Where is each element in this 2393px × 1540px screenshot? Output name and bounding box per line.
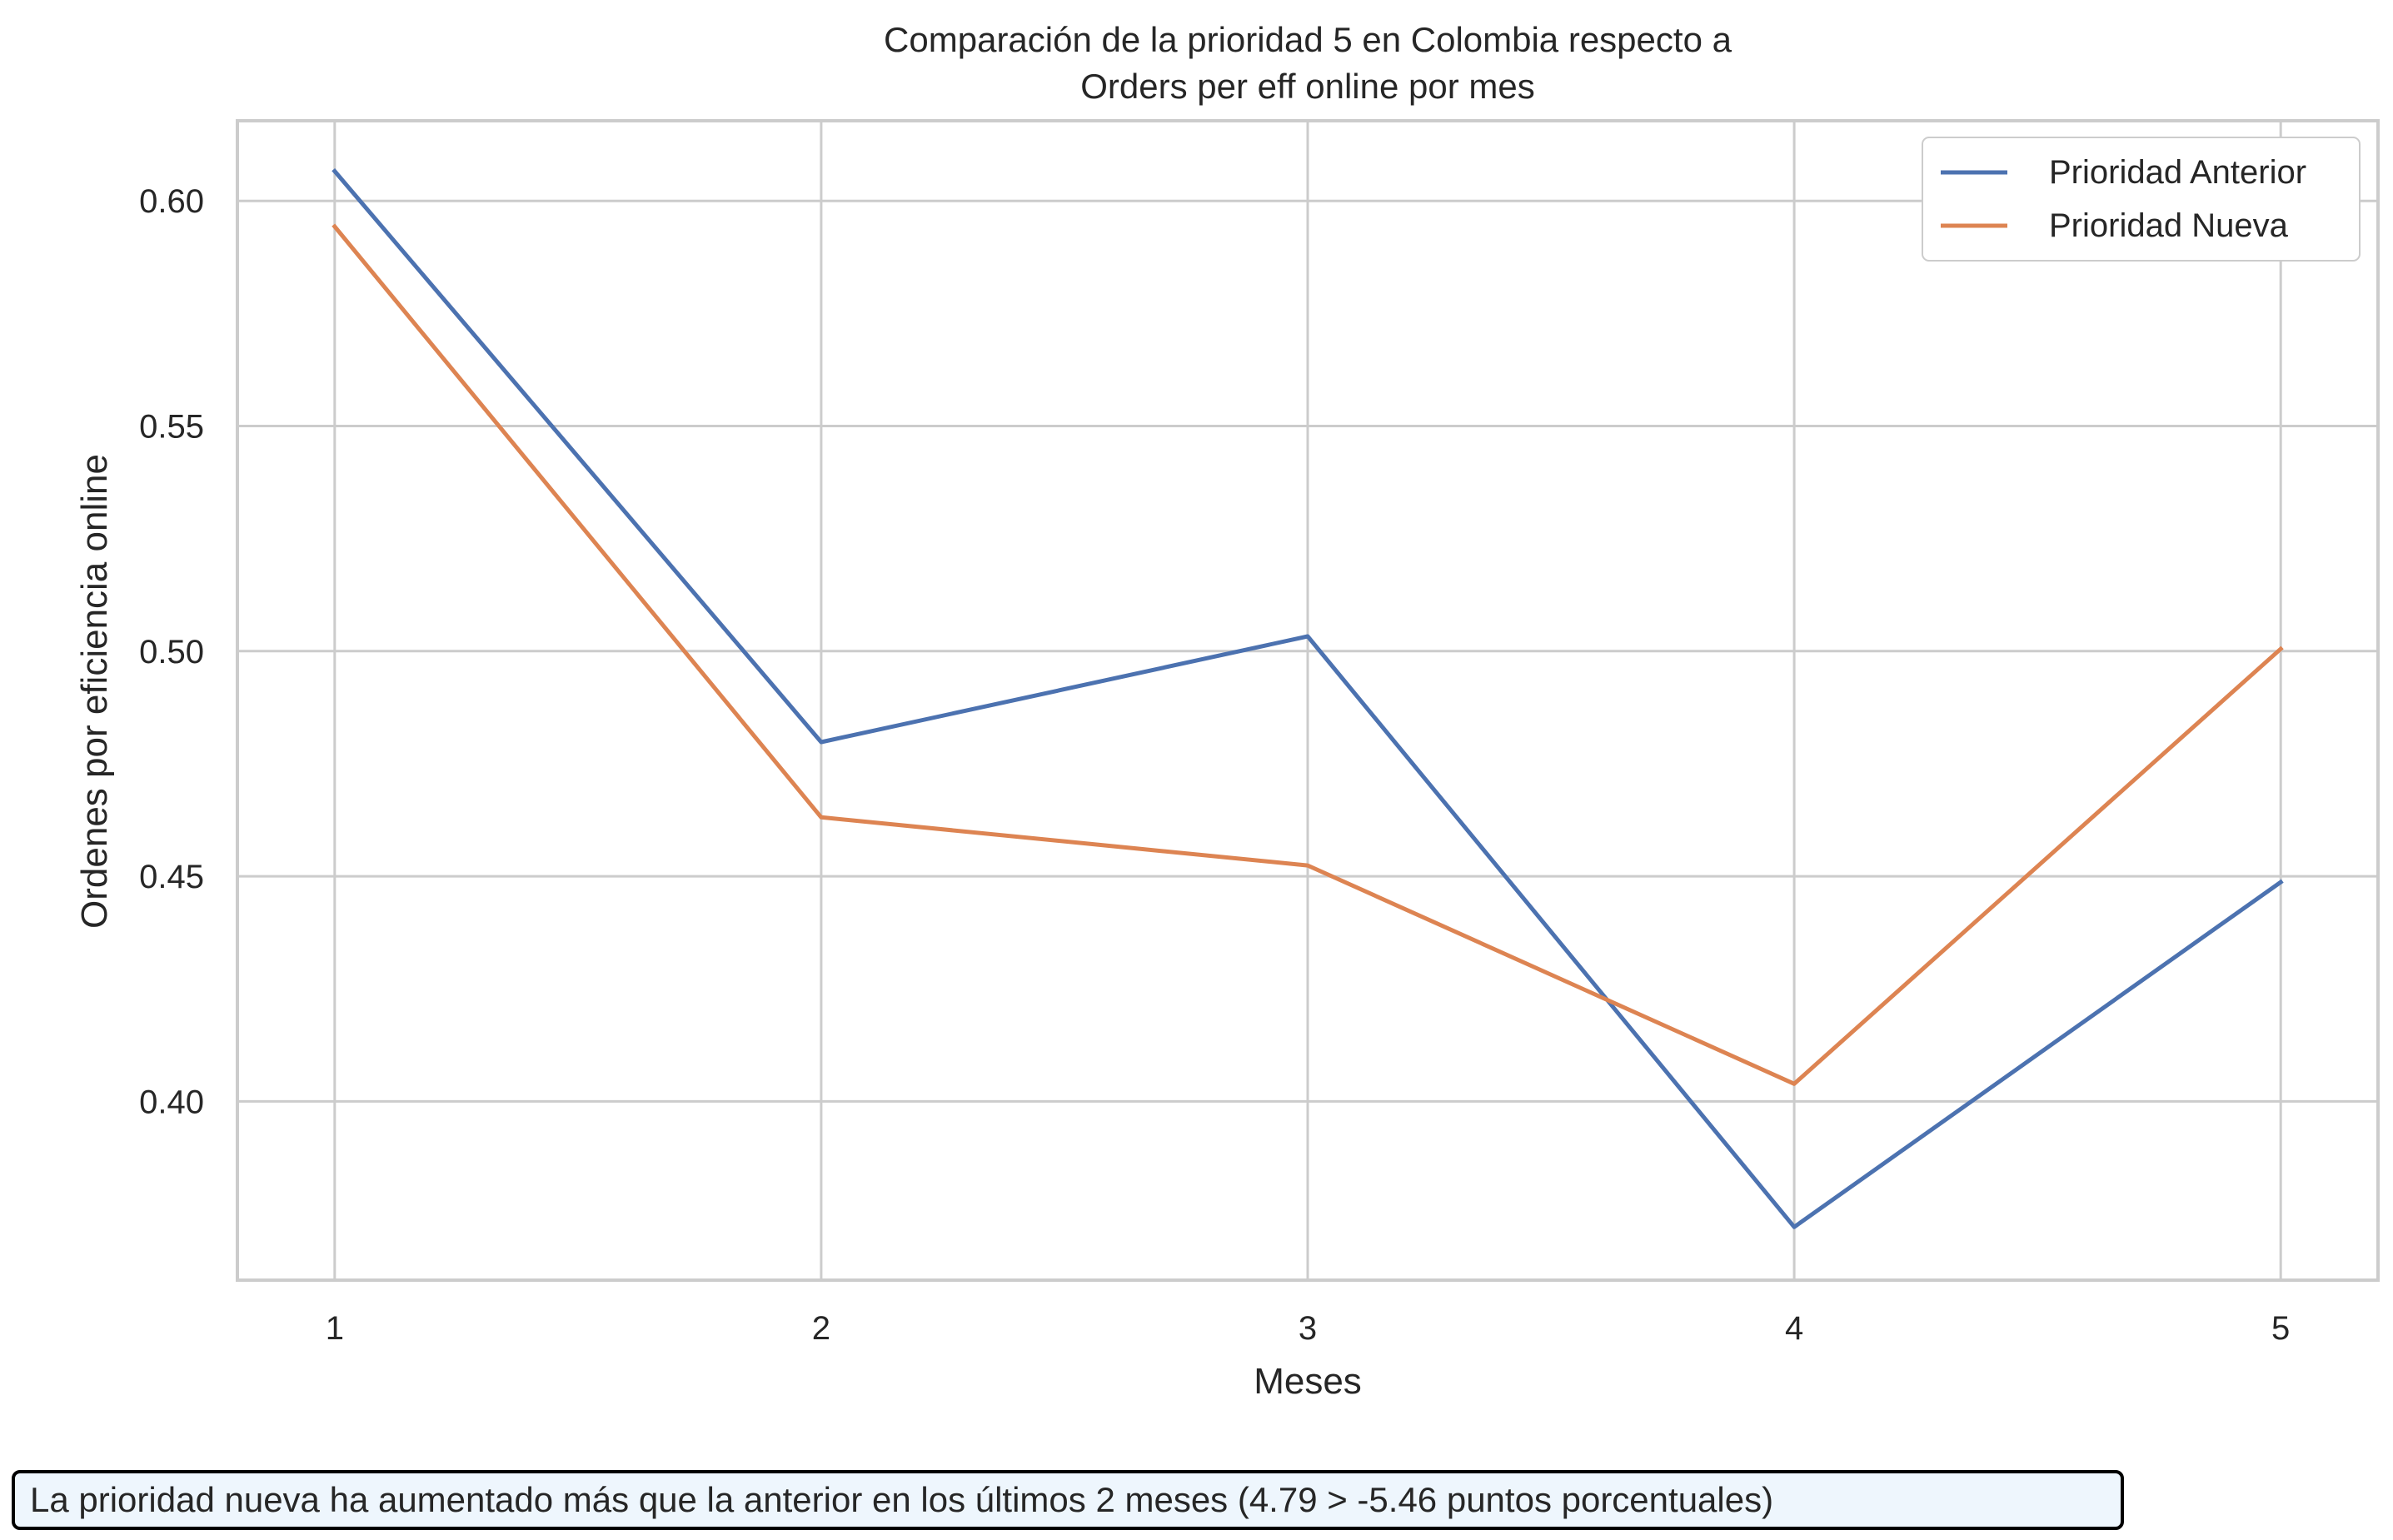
summary-annotation: La prioridad nueva ha aumentado más que … bbox=[12, 1470, 2124, 1530]
y-tick-label-2: 0.45 bbox=[139, 859, 204, 895]
plot-border bbox=[236, 119, 2380, 1282]
x-tick-label-2: 2 bbox=[812, 1310, 830, 1347]
x-axis-label: Meses bbox=[1254, 1361, 1362, 1402]
chart-title-line-1: Comparación de la prioridad 5 en Colombi… bbox=[884, 20, 1732, 59]
series-line-anterior bbox=[332, 167, 2284, 1229]
y-tick-label-4: 0.55 bbox=[139, 409, 204, 446]
x-tick-label-3: 3 bbox=[1299, 1310, 1317, 1347]
plot-frame bbox=[236, 119, 2380, 1282]
grid-lines bbox=[237, 121, 2378, 1280]
series-lines bbox=[332, 167, 2284, 1229]
x-tick-label-5: 5 bbox=[2271, 1310, 2290, 1347]
y-axis-label: Ordenes por eficiencia online bbox=[74, 454, 115, 929]
x-tick-label-1: 1 bbox=[326, 1310, 344, 1347]
y-tick-label-3: 0.50 bbox=[139, 634, 204, 670]
legend-box bbox=[1922, 137, 2361, 262]
chart-title-line-2: Orders per eff online por mes bbox=[1080, 67, 1535, 106]
x-tick-label-4: 4 bbox=[1785, 1310, 1803, 1347]
y-tick-labels: 0.40 0.45 0.50 0.55 0.60 bbox=[139, 183, 204, 1120]
series-line-nueva bbox=[332, 223, 2284, 1086]
y-tick-label-5: 0.60 bbox=[139, 183, 204, 220]
legend: Prioridad Anterior Prioridad Nueva bbox=[1922, 137, 2361, 262]
y-tick-label-1: 0.40 bbox=[139, 1084, 204, 1120]
x-tick-labels: 1 2 3 4 5 bbox=[326, 1310, 2291, 1347]
legend-label-nueva: Prioridad Nueva bbox=[2049, 207, 2289, 244]
legend-label-anterior: Prioridad Anterior bbox=[2049, 154, 2306, 191]
